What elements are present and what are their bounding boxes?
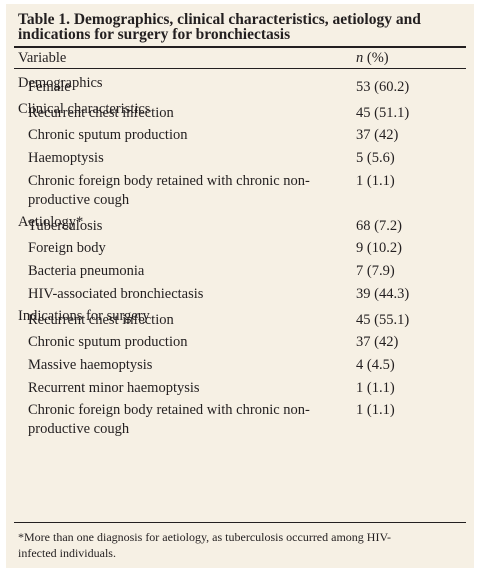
row-value: 45 (51.1)	[356, 104, 410, 121]
data-row: Bacteria pneumonia 7 (7.9)	[6, 262, 474, 281]
row-value: 37 (42)	[356, 334, 399, 351]
data-row: Chronic sputum production 37 (42)	[6, 126, 474, 145]
row-value: 53 (60.2)	[356, 78, 410, 95]
header-cell: Variable	[18, 50, 67, 66]
row-value: 1 (1.1)	[356, 379, 395, 396]
row-label: Chronic foreign body retained with chron…	[28, 402, 310, 438]
row-value: 45 (55.1)	[356, 311, 410, 328]
data-row: Chronic foreign body retained with chron…	[6, 401, 474, 439]
row-value: 9 (10.2)	[356, 240, 402, 257]
section-label: Demographics	[18, 75, 103, 91]
top-rule	[14, 46, 466, 48]
row-label: Haemoptysis	[28, 150, 104, 166]
row-label: Chronic sputum production	[28, 127, 188, 144]
row-value: 39 (44.3)	[356, 285, 410, 302]
row-label: Foreign body	[28, 240, 106, 257]
row-label: Tuberculosis	[28, 217, 103, 234]
section-label: Aetiology*	[18, 214, 84, 231]
header-rule	[14, 68, 466, 69]
section-label: Clinical characteristics	[18, 101, 151, 118]
data-row: Recurrent minor haemoptysis 1 (1.1)	[6, 379, 474, 398]
data-row: Recurrent chest infection 45 (51.1)	[6, 104, 474, 123]
table-title: Table 1. Demographics, clinical characte…	[18, 11, 421, 43]
row-label: HIV-associated bronchiectasis	[28, 285, 204, 302]
data-row: Foreign body 9 (10.2)	[6, 239, 474, 258]
row-label: Recurrent chest infection	[28, 311, 174, 328]
row-label: Massive haemoptysis	[28, 357, 153, 373]
header-cell: n (%)	[356, 50, 389, 66]
row-label: Recurrent minor haemoptysis	[28, 379, 200, 396]
data-row: Recurrent chest infection 45 (55.1)	[6, 311, 474, 330]
row-label: Recurrent chest infection	[28, 104, 174, 121]
bottom-rule	[14, 522, 466, 523]
row-value: 37 (42)	[356, 127, 399, 144]
table-card: Table 1. Demographics, clinical characte…	[6, 4, 474, 568]
row-value: 68 (7.2)	[356, 217, 402, 234]
data-row: Chronic sputum production 37 (42)	[6, 333, 474, 352]
data-row: Massive haemoptysis 4 (4.5)	[6, 356, 474, 375]
data-row: HIV-associated bronchiectasis 39 (44.3)	[6, 285, 474, 304]
row-value: 4 (4.5)	[356, 357, 395, 373]
data-row: Haemoptysis 5 (5.6)	[6, 149, 474, 168]
footnote: *More than one diagnosis for aetiology, …	[18, 530, 392, 560]
row-value: 7 (7.9)	[356, 263, 395, 279]
row-label: Bacteria pneumonia	[28, 263, 145, 279]
row-value: 1 (1.1)	[356, 402, 395, 419]
row-value: 1 (1.1)	[356, 172, 395, 189]
data-row: Chronic foreign body retained with chron…	[6, 172, 474, 210]
row-label: Chronic sputum production	[28, 334, 188, 351]
data-row: Female 53 (60.2)	[6, 78, 474, 97]
section-label: Indications for surgery	[18, 308, 150, 325]
row-label: Chronic foreign body retained with chron…	[28, 172, 310, 208]
data-row: Tuberculosis 68 (7.2)	[6, 217, 474, 236]
row-label: Female	[28, 78, 71, 95]
row-value: 5 (5.6)	[356, 150, 395, 166]
